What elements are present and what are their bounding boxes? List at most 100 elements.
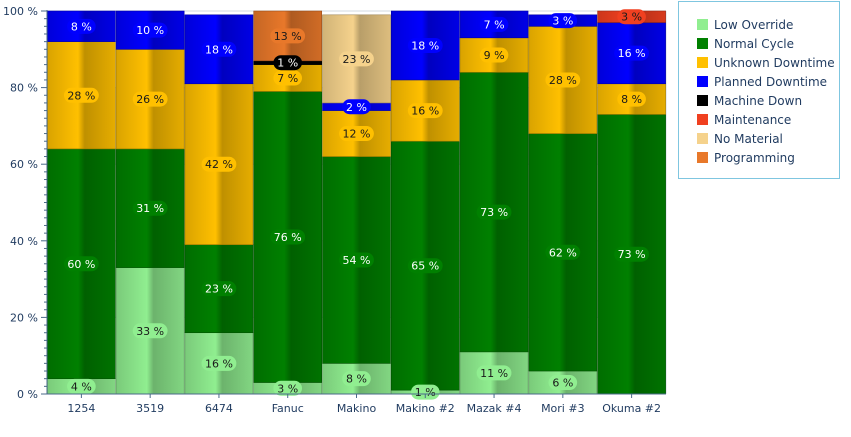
data-label: 23 % bbox=[343, 53, 371, 66]
legend-label: Programming bbox=[714, 150, 795, 165]
y-tick-label: 100 % bbox=[3, 5, 38, 18]
legend-swatch bbox=[697, 152, 708, 163]
x-tick-label: 3519 bbox=[136, 402, 164, 415]
data-label-badge bbox=[479, 16, 509, 32]
legend-item: Programming bbox=[697, 148, 795, 167]
legend-swatch bbox=[697, 38, 708, 49]
legend-item: Machine Down bbox=[697, 91, 802, 110]
data-label: 8 % bbox=[71, 20, 92, 33]
legend-label: Maintenance bbox=[714, 112, 792, 127]
data-label: 73 % bbox=[618, 248, 646, 261]
data-label: 54 % bbox=[343, 254, 371, 267]
x-tick-label: 6474 bbox=[205, 402, 233, 415]
data-label: 31 % bbox=[136, 202, 164, 215]
y-tick-label: 40 % bbox=[10, 235, 38, 248]
data-label-badge bbox=[545, 72, 581, 88]
legend-label: Unknown Downtime bbox=[714, 55, 835, 70]
legend-label: Normal Cycle bbox=[714, 36, 795, 51]
x-tick-label: Mazak #4 bbox=[467, 402, 522, 415]
data-label: 42 % bbox=[205, 158, 233, 171]
data-label-badge bbox=[342, 371, 371, 387]
legend-item: Planned Downtime bbox=[697, 72, 827, 91]
data-label: 11 % bbox=[480, 367, 508, 380]
data-label-badge bbox=[407, 37, 443, 53]
data-label-badge bbox=[132, 323, 168, 339]
data-label-badge bbox=[614, 246, 650, 262]
legend-item: Low Override bbox=[697, 15, 793, 34]
y-tick-label: 60 % bbox=[10, 158, 38, 171]
bars-layer: 4 % 60 % 28 % 8 % 33 % 31 % 26 % 10 % 16 % 23 % 42… bbox=[47, 9, 666, 400]
data-label: 3 % bbox=[277, 382, 298, 395]
data-label: 18 % bbox=[411, 39, 439, 52]
data-label: 28 % bbox=[549, 74, 577, 87]
data-label-badge bbox=[273, 380, 303, 396]
data-label: 4 % bbox=[71, 380, 92, 393]
y-tick-label: 80 % bbox=[10, 82, 38, 95]
legend-item: Maintenance bbox=[697, 110, 791, 129]
data-label-badge bbox=[410, 384, 440, 400]
x-tick-label: Makino bbox=[337, 402, 377, 415]
legend-swatch bbox=[697, 19, 708, 30]
data-label-badge bbox=[132, 91, 168, 107]
data-label-badge bbox=[617, 91, 646, 107]
legend-label: Planned Downtime bbox=[714, 74, 828, 89]
data-label-badge bbox=[476, 204, 512, 220]
data-label: 8 % bbox=[346, 373, 367, 386]
data-label: 60 % bbox=[67, 258, 95, 271]
data-label: 3 % bbox=[621, 11, 642, 24]
data-label-badge bbox=[548, 13, 578, 29]
x-tick-label: Okuma #2 bbox=[602, 402, 661, 415]
data-label: 26 % bbox=[136, 93, 164, 106]
data-label: 2 % bbox=[346, 101, 367, 114]
legend-label: Low Override bbox=[714, 17, 794, 32]
data-label-badge bbox=[67, 378, 96, 394]
data-label-badge bbox=[273, 55, 303, 71]
data-label-badge bbox=[132, 22, 168, 38]
legend-label: No Material bbox=[714, 131, 783, 146]
data-label: 7 % bbox=[277, 72, 298, 85]
data-label: 23 % bbox=[205, 283, 233, 296]
data-label-badge bbox=[617, 9, 646, 25]
data-label-badge bbox=[201, 281, 237, 297]
data-label: 7 % bbox=[484, 18, 505, 31]
legend-swatch bbox=[697, 133, 708, 144]
legend-item: Unknown Downtime bbox=[697, 53, 835, 72]
legend-swatch bbox=[697, 95, 708, 106]
data-label-badge bbox=[63, 87, 99, 103]
data-label: 18 % bbox=[205, 43, 233, 56]
data-label-badge bbox=[270, 229, 306, 245]
legend-item: Normal Cycle bbox=[697, 34, 794, 53]
data-label: 12 % bbox=[343, 128, 371, 141]
data-label: 9 % bbox=[484, 49, 505, 62]
data-label-badge bbox=[270, 28, 306, 44]
data-label-badge bbox=[479, 47, 509, 63]
x-tick-label: Fanuc bbox=[272, 402, 304, 415]
data-label-badge bbox=[614, 45, 650, 61]
data-label-badge bbox=[201, 355, 237, 371]
x-tick-label: Makino #2 bbox=[396, 402, 455, 415]
data-label-badge bbox=[339, 126, 374, 142]
legend-label: Machine Down bbox=[714, 93, 803, 108]
data-label: 65 % bbox=[411, 260, 439, 273]
data-label-badge bbox=[407, 258, 443, 274]
data-label-badge bbox=[67, 18, 96, 34]
y-tick-label: 0 % bbox=[17, 388, 38, 401]
data-label: 16 % bbox=[411, 105, 439, 118]
data-label: 13 % bbox=[274, 30, 302, 43]
data-label: 28 % bbox=[67, 89, 95, 102]
axis-layer: 0 % 20 % 40 % 60 % 80 % 100 % 1254 3519 6474 Fanu… bbox=[3, 5, 666, 415]
legend-swatch bbox=[697, 76, 708, 87]
data-label: 10 % bbox=[136, 24, 164, 37]
data-label-badge bbox=[342, 99, 371, 115]
data-label-badge bbox=[545, 244, 581, 260]
data-label-badge bbox=[132, 200, 168, 216]
data-label-badge bbox=[339, 51, 374, 67]
data-label-badge bbox=[476, 365, 512, 381]
chart-legend: Low Override Normal Cycle Unknown Downtime… bbox=[678, 1, 840, 179]
data-label: 16 % bbox=[205, 357, 233, 370]
data-label: 6 % bbox=[552, 377, 573, 390]
x-tick-label: 1254 bbox=[67, 402, 95, 415]
data-label: 73 % bbox=[480, 206, 508, 219]
y-tick-label: 20 % bbox=[10, 311, 38, 324]
